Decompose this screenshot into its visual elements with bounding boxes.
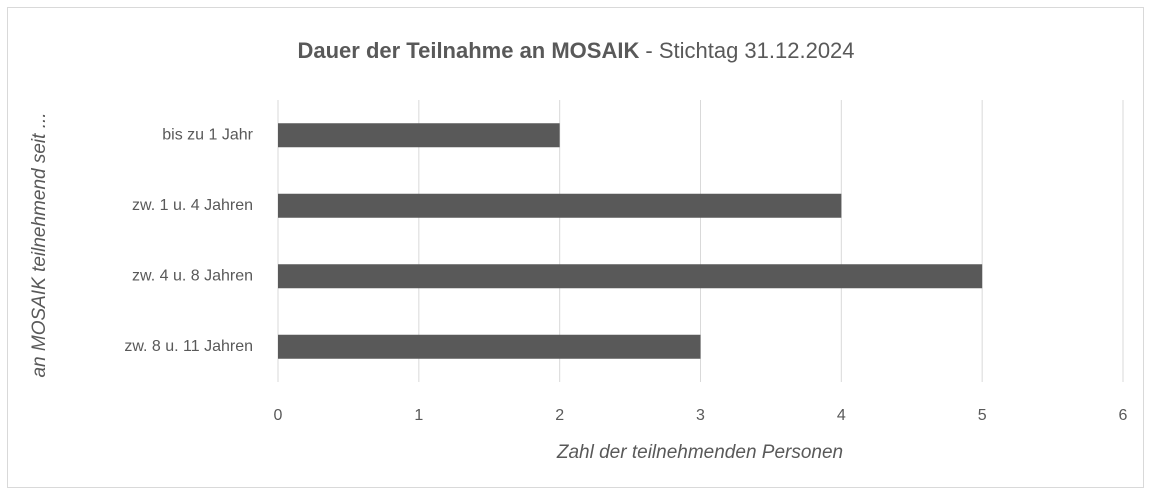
y-tick-label: zw. 1 u. 4 Jahren xyxy=(132,197,253,214)
y-tick-label: zw. 4 u. 8 Jahren xyxy=(132,267,253,284)
bar xyxy=(278,264,983,289)
x-axis-label: Zahl der teilnehmenden Personen xyxy=(556,442,843,463)
x-tick-label: 5 xyxy=(978,407,987,424)
title-main: Dauer der Teilnahme an MOSAIK xyxy=(297,38,639,63)
x-tick-label: 6 xyxy=(1119,407,1128,424)
x-tick-label: 2 xyxy=(555,407,564,424)
x-tick-label: 3 xyxy=(696,407,705,424)
title-sub: - Stichtag 31.12.2024 xyxy=(645,38,854,63)
bar xyxy=(278,123,560,148)
chart-frame xyxy=(7,7,1144,488)
y-tick-label: zw. 8 u. 11 Jahren xyxy=(124,338,253,355)
y-tick-label: bis zu 1 Jahr xyxy=(162,126,253,143)
x-tick-label: 4 xyxy=(837,407,846,424)
chart-title: Dauer der Teilnahme an MOSAIK - Stichtag … xyxy=(297,38,854,63)
bar xyxy=(278,334,701,359)
x-tick-label: 1 xyxy=(414,407,423,424)
x-tick-label: 0 xyxy=(274,407,283,424)
y-axis-label: an MOSAIK teilnehmend seit ... xyxy=(29,112,50,377)
bar xyxy=(278,193,842,218)
